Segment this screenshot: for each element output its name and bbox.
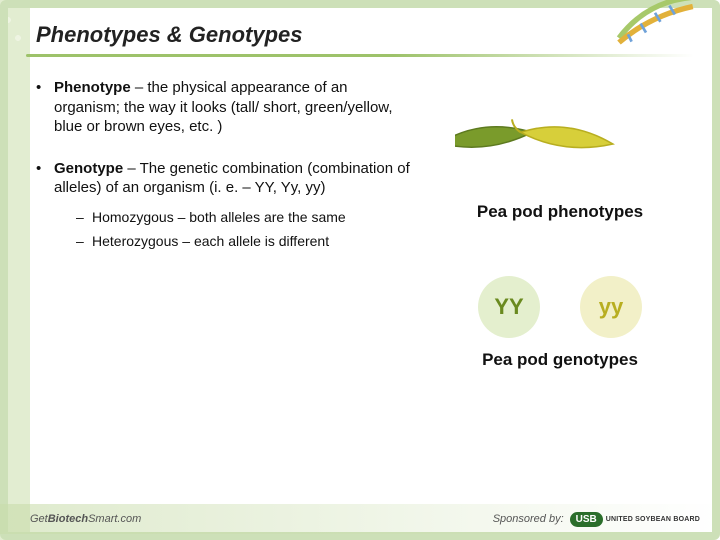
genotype-chip: YY: [478, 276, 540, 338]
brand-mid: Biotech: [48, 513, 88, 525]
slide-title: Phenotypes & Genotypes: [36, 22, 303, 54]
sponsor-badge: USB: [570, 512, 603, 527]
sub-homozygous: Homozygous – both alleles are the same: [76, 208, 416, 226]
content-area: Phenotype – the physical appearance of a…: [36, 78, 416, 272]
figures-column: Pea pod phenotypes YY yy Pea pod genotype…: [440, 86, 680, 370]
sponsor-label: Sponsored by:: [493, 513, 564, 525]
genotype-caption: Pea pod genotypes: [440, 350, 680, 370]
dna-icon: [610, 0, 700, 50]
term-genotype: Genotype: [54, 160, 123, 177]
term-phenotype: Phenotype: [54, 79, 131, 96]
genotype-chips: YY yy: [440, 276, 680, 338]
footer-sponsor: Sponsored by: USB UNITED SOYBEAN BOARD: [493, 512, 700, 527]
footer-brand: GetBiotechSmart.com: [30, 513, 141, 525]
title-underline: [26, 54, 694, 57]
phenotype-caption: Pea pod phenotypes: [440, 202, 680, 222]
sub-heterozygous: Heterozygous – each allele is different: [76, 232, 416, 250]
pea-pod-illustration: [455, 86, 665, 196]
left-pattern: [0, 0, 30, 540]
sponsor-name: UNITED SOYBEAN BOARD: [606, 516, 700, 523]
sponsor-logo: USB UNITED SOYBEAN BOARD: [570, 512, 700, 527]
genotype-chip: yy: [580, 276, 642, 338]
bullet-genotype: Genotype – The genetic combination (comb…: [36, 159, 416, 250]
bullet-phenotype: Phenotype – the physical appearance of a…: [36, 78, 416, 137]
brand-post: Smart.com: [88, 513, 141, 525]
footer-bar: GetBiotechSmart.com Sponsored by: USB UN…: [0, 504, 720, 534]
brand-pre: Get: [30, 513, 48, 525]
